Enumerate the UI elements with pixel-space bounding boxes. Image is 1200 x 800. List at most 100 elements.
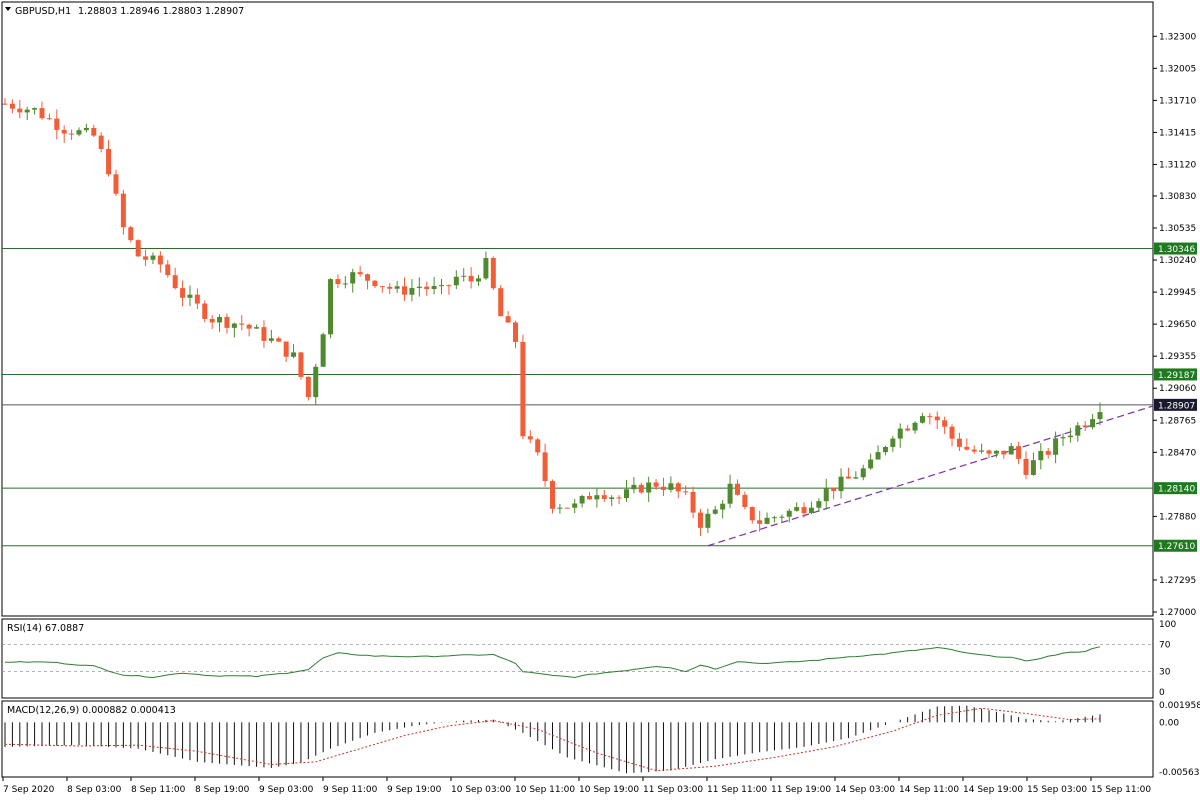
time-tick-label: 15 Sep 03:00 [1027,785,1087,795]
candle-body [24,109,30,113]
candle-body [601,495,607,500]
price-tick-label: 1.31120 [1159,160,1196,170]
rsi-tick-label: 0 [1159,688,1165,698]
time-tick-label: 14 Sep 11:00 [899,785,959,795]
candle-body [91,127,97,136]
candle-body [882,446,888,453]
rsi-indicator [2,644,1153,679]
candle-body [239,323,245,325]
candle-body [1097,412,1103,420]
candle-body [927,416,933,418]
candle-body [579,495,585,504]
candle-body [402,286,408,295]
time-tick-label: 14 Sep 03:00 [835,785,895,795]
macd-indicator [4,705,1101,774]
time-tick-label: 11 Sep 19:00 [771,785,831,795]
candle-body [831,488,837,492]
candle-body [357,272,363,275]
price-tick-label: 1.30240 [1159,256,1196,266]
candle-body [246,324,252,329]
candle-body [609,497,615,500]
candle-body [32,108,38,110]
symbol-dropdown-icon[interactable] [5,7,11,11]
candle-body [120,193,126,228]
candle-body [550,481,555,509]
candle-body [291,352,297,357]
candle-body [1030,460,1036,475]
candle-body [305,376,311,398]
candle-body [557,507,563,509]
candle-body [143,256,149,260]
candle-body [1023,458,1029,475]
candle-body [217,316,223,323]
price-tick-label: 1.28470 [1159,448,1196,458]
price-tick-label: 1.29060 [1159,384,1196,394]
candle-body [498,288,504,317]
rsi-title: RSI(14) 67.0887 [7,623,84,634]
candle-body [439,285,445,287]
candle-body [187,294,193,298]
candle-body [542,452,548,482]
candle-body [675,483,681,492]
candle-body [942,420,948,427]
candle-body [157,255,163,265]
symbol-label: GBPUSD,H1 [15,6,71,17]
candle-body [490,258,496,289]
candle-body [98,135,104,149]
candle-body [527,436,533,440]
time-tick-label: 8 Sep 03:00 [67,785,122,795]
candle-body [17,108,23,113]
candle-body [816,501,822,508]
candle-body [845,476,851,479]
rsi-panel [1,618,1154,699]
candle-body [705,513,711,528]
candle-body [727,483,733,504]
candle-body [150,255,156,260]
candle-body [690,491,696,513]
candle-body [328,279,334,335]
candle-body [1067,435,1073,438]
time-tick-label: 9 Sep 11:00 [323,785,378,795]
candle-body [202,303,208,319]
time-tick-label: 9 Sep 19:00 [387,785,442,795]
price-axis: 1.32300 1.32005 1.31710 1.31415 1.31120 1.308… [1153,32,1200,778]
price-tick-label: 1.31415 [1159,128,1196,138]
price-tags: 1.30346 1.29187 1.28140 1.27610 1.28907 [1154,242,1197,552]
candle-body [1045,450,1051,455]
candle-body [69,133,75,135]
candle-body [734,483,740,495]
price-tick-label: 1.29355 [1159,352,1196,362]
candle-body [61,129,67,134]
candle-body [971,449,977,452]
candle-body [46,118,52,120]
price-tick-label: 1.32300 [1159,32,1196,42]
rsi-tick-label: 30 [1159,668,1171,678]
candle-body [949,426,955,439]
level-tag-1: 1.30346 [1158,245,1195,255]
candle-body [801,507,807,514]
candle-body [468,275,474,282]
candle-body [1016,446,1022,459]
candle-body [424,286,430,290]
candle-body [172,275,178,289]
candle-body [165,264,171,276]
price-tick-label: 1.27000 [1159,608,1196,618]
time-tick-label: 7 Sep 2020 [3,785,55,795]
candle-body [956,438,962,447]
candle-body [313,366,319,398]
candle-body [919,416,925,423]
time-tick-label: 14 Sep 19:00 [963,785,1023,795]
candle-body [564,507,570,509]
level-tag-2-bg [1154,368,1197,381]
candle-body [224,316,230,328]
current-price-tag-bg [1154,398,1197,411]
candle-body [646,482,652,493]
price-tick-label: 1.31710 [1159,96,1196,106]
candlesticks [2,98,1103,536]
candle-body [897,428,903,439]
level-tag-2: 1.29187 [1158,371,1195,381]
time-tick-label: 10 Sep 11:00 [515,785,575,795]
candle-body [1075,425,1081,436]
time-tick-label: 8 Sep 11:00 [131,785,186,795]
candle-body [194,294,200,304]
